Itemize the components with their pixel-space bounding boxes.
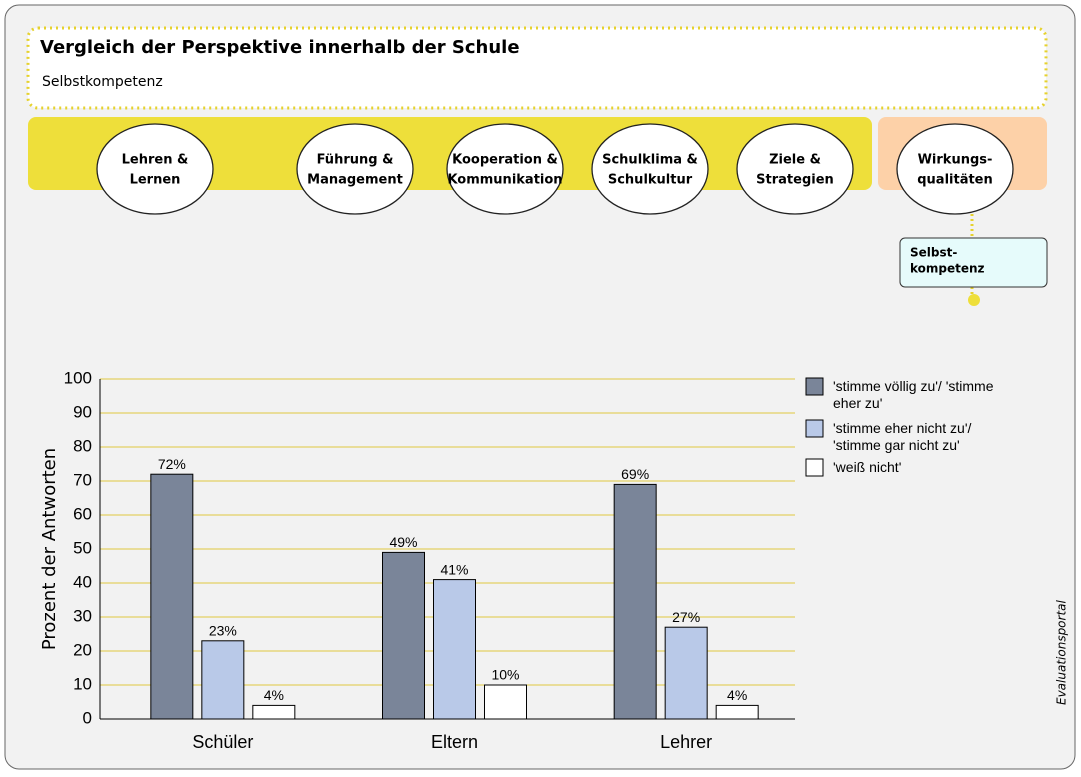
y-tick-label: 40 — [73, 572, 92, 591]
x-tick-label: Eltern — [431, 732, 478, 752]
nav-label: Wirkungs- — [918, 153, 993, 168]
value-label: 72% — [158, 456, 186, 472]
nav-label: Führung & — [317, 153, 394, 168]
nav-item[interactable] — [896, 123, 1014, 215]
marker-dot — [968, 294, 980, 306]
value-label: 10% — [491, 667, 519, 683]
legend-label: 'weiß nicht' — [833, 459, 902, 475]
nav-label: Kooperation & — [452, 153, 558, 168]
value-label: 69% — [621, 466, 649, 482]
bar — [484, 684, 527, 720]
nav-label: Lehren & — [122, 153, 189, 168]
value-label: 4% — [727, 687, 747, 703]
y-axis-label: Prozent der Antworten — [39, 448, 60, 650]
legend-swatch — [805, 419, 824, 438]
x-tick-label: Schüler — [192, 732, 253, 752]
y-tick-label: 50 — [73, 538, 92, 557]
nav-item[interactable] — [296, 123, 414, 215]
watermark: Evaluationsportal — [1055, 599, 1069, 705]
y-tick-label: 0 — [83, 708, 92, 727]
y-tick-label: 90 — [73, 402, 92, 421]
bar — [664, 626, 708, 720]
nav-item[interactable] — [96, 123, 214, 215]
y-tick-label: 30 — [73, 606, 92, 625]
legend-label: 'stimme eher nicht zu'/ 'stimme gar nich… — [833, 420, 972, 453]
y-tick-label: 70 — [73, 470, 92, 489]
value-label: 41% — [440, 561, 468, 577]
nav-label: Kommunikation — [447, 173, 562, 188]
nav-label: Ziele & — [769, 153, 821, 168]
nav-item[interactable] — [736, 123, 854, 215]
y-tick-label: 80 — [73, 436, 92, 455]
nav-label: Lernen — [130, 173, 181, 188]
x-tick-label: Lehrer — [660, 732, 712, 752]
y-tick-label: 20 — [73, 640, 92, 659]
legend-swatch — [805, 458, 824, 477]
header-box — [26, 26, 1048, 110]
y-tick-label: 10 — [73, 674, 92, 693]
title: Vergleich der Perspektive innerhalb der … — [40, 37, 520, 58]
y-tick-label: 100 — [64, 368, 92, 387]
value-label: 23% — [209, 623, 237, 639]
nav-label: Strategien — [756, 173, 834, 188]
nav-label: Schulkultur — [608, 173, 693, 188]
nav-item[interactable] — [446, 123, 564, 215]
value-label: 4% — [264, 687, 284, 703]
nav-item[interactable] — [591, 123, 709, 215]
subnav-label: kompetenz — [910, 262, 985, 276]
subnav-label: Selbst- — [910, 246, 957, 260]
subnav-box[interactable] — [899, 237, 1048, 288]
bar — [150, 473, 194, 720]
nav-label: Schulklima & — [602, 153, 698, 168]
value-label: 27% — [672, 609, 700, 625]
y-tick-label: 60 — [73, 504, 92, 523]
legend-label: 'stimme völlig zu'/ 'stimme eher zu' — [833, 378, 994, 411]
nav-label: qualitäten — [917, 173, 993, 188]
bar — [252, 704, 296, 720]
bar — [715, 704, 759, 720]
legend-swatch — [805, 377, 824, 396]
bar — [201, 640, 245, 720]
bar — [613, 483, 657, 720]
bar — [382, 551, 425, 720]
value-label: 49% — [389, 534, 417, 550]
nav-label: Management — [307, 173, 403, 188]
bar — [433, 579, 476, 720]
subtitle: Selbstkompetenz — [42, 74, 163, 90]
